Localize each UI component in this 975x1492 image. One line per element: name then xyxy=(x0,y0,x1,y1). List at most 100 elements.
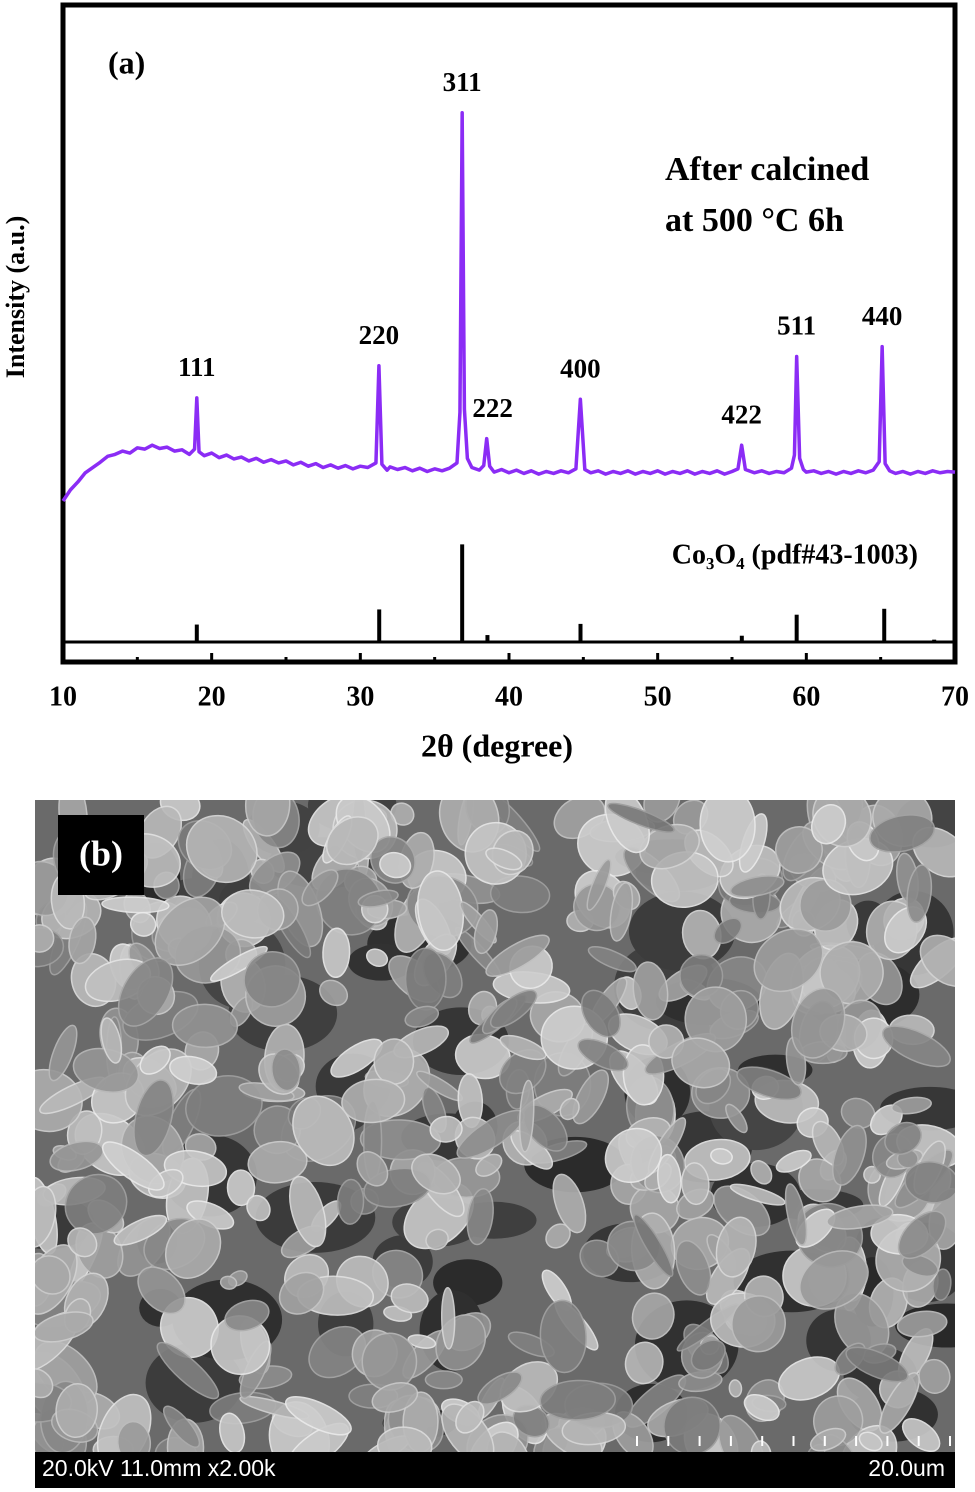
sem-particle xyxy=(164,1218,222,1279)
sem-particle xyxy=(753,928,824,993)
sem-particle xyxy=(440,1286,456,1350)
sem-particle xyxy=(671,1037,731,1089)
sem-particle xyxy=(35,1311,94,1343)
sem-particle xyxy=(656,1153,682,1204)
sem-particle xyxy=(906,864,933,923)
sem-info: 20.0kV 11.0mm x2.00k xyxy=(42,1455,276,1481)
sem-particle xyxy=(890,1096,932,1115)
sem-particle xyxy=(171,1003,239,1049)
sem-particle xyxy=(243,951,301,1008)
sem-particle xyxy=(379,851,412,879)
x-tick-label: 10 xyxy=(49,681,77,712)
sem-particle xyxy=(586,858,612,911)
sem-texture xyxy=(35,800,955,1488)
sem-particle xyxy=(485,934,550,977)
x-tick-label: 70 xyxy=(941,681,969,712)
sem-particle xyxy=(919,934,955,987)
sem-particle xyxy=(246,1194,271,1222)
sem-particle xyxy=(512,1404,550,1438)
sem-particle xyxy=(715,1216,757,1278)
sem-particle xyxy=(226,1169,256,1207)
xrd-line xyxy=(61,111,956,502)
sem-particle xyxy=(289,1175,327,1248)
x-axis-title: 2θ (degree) xyxy=(421,727,573,763)
panel-label: (b) xyxy=(79,833,123,873)
sem-particle xyxy=(390,1283,429,1314)
sem-particle xyxy=(809,1427,847,1452)
sem-particle xyxy=(631,1292,675,1340)
sem-particle xyxy=(607,802,675,833)
sem-particle xyxy=(247,1140,308,1184)
sem-particle xyxy=(48,1024,78,1082)
sem-particle xyxy=(725,1103,748,1134)
sem-particle xyxy=(169,1055,218,1085)
sem-particle xyxy=(407,1334,437,1349)
sem-particle xyxy=(424,1370,463,1390)
sem-particle xyxy=(539,1299,587,1374)
sem-particle xyxy=(477,1371,523,1405)
sem-particle xyxy=(185,814,258,884)
sem-particle xyxy=(577,1038,629,1072)
sem-particle xyxy=(341,1078,406,1124)
sem-image xyxy=(35,800,955,1488)
sem-particle xyxy=(499,1034,547,1061)
sem-particle xyxy=(587,946,637,973)
sem-particle xyxy=(904,1161,955,1204)
sem-particle xyxy=(901,1253,939,1278)
sem-particle xyxy=(775,1149,812,1173)
peak-label: 311 xyxy=(443,67,482,97)
sem-particle xyxy=(489,875,551,914)
sem-particle xyxy=(284,1396,352,1436)
sem-particle xyxy=(371,1382,419,1413)
sem-particle xyxy=(799,1250,869,1310)
reference-label: Co₃O₄ (pdf#43-1003) xyxy=(672,539,918,570)
sem-particle xyxy=(455,1400,485,1434)
x-tick-label: 20 xyxy=(198,681,226,712)
x-tick-label: 60 xyxy=(792,681,820,712)
sem-particle xyxy=(64,1173,128,1235)
sem-particle xyxy=(713,917,743,945)
y-axis-title: Intensity (a.u.) xyxy=(1,216,30,379)
sem-particle xyxy=(35,924,55,953)
sem-particle xyxy=(572,1069,610,1125)
sem-particle xyxy=(831,1124,867,1186)
sem-particle xyxy=(156,1341,220,1400)
sem-particle xyxy=(790,987,846,1059)
x-tick-label: 30 xyxy=(346,681,374,712)
sem-particle xyxy=(330,1038,383,1078)
sem-particle xyxy=(858,1431,883,1452)
sem-particle xyxy=(736,1066,802,1101)
sem-particle xyxy=(750,1160,773,1185)
sem-particle xyxy=(729,875,785,898)
sem-particle xyxy=(325,816,379,866)
sem-particle xyxy=(559,1097,580,1121)
sem-particle xyxy=(425,1228,449,1251)
peak-label: 422 xyxy=(721,399,762,429)
sem-particle xyxy=(139,1045,171,1075)
sem-particle xyxy=(896,1310,948,1338)
sem-particle xyxy=(55,1383,99,1439)
sem-particle xyxy=(117,957,174,1027)
sem-particle xyxy=(466,1188,494,1246)
sem-particle xyxy=(604,1127,663,1184)
peak-label: 220 xyxy=(359,320,400,350)
sem-particle xyxy=(580,989,621,1038)
sem-particle xyxy=(35,1185,57,1248)
sem-particle xyxy=(221,889,285,939)
sem-particle xyxy=(869,814,936,853)
sem-particle xyxy=(322,927,351,979)
sem-particle xyxy=(404,1005,440,1028)
sem-particle xyxy=(901,1418,941,1453)
peak-label: 511 xyxy=(777,311,816,341)
sem-particle xyxy=(845,1346,909,1383)
sem-particle xyxy=(552,1173,587,1234)
sem-particle xyxy=(485,847,523,871)
sem-particle xyxy=(429,1115,463,1143)
sem-particle xyxy=(680,1162,710,1206)
sem-particle xyxy=(301,869,339,907)
scale-label: 20.0um xyxy=(868,1455,945,1481)
sem-particle xyxy=(270,1048,302,1092)
sem-particle xyxy=(918,1358,951,1394)
sem-particle xyxy=(633,1213,674,1278)
